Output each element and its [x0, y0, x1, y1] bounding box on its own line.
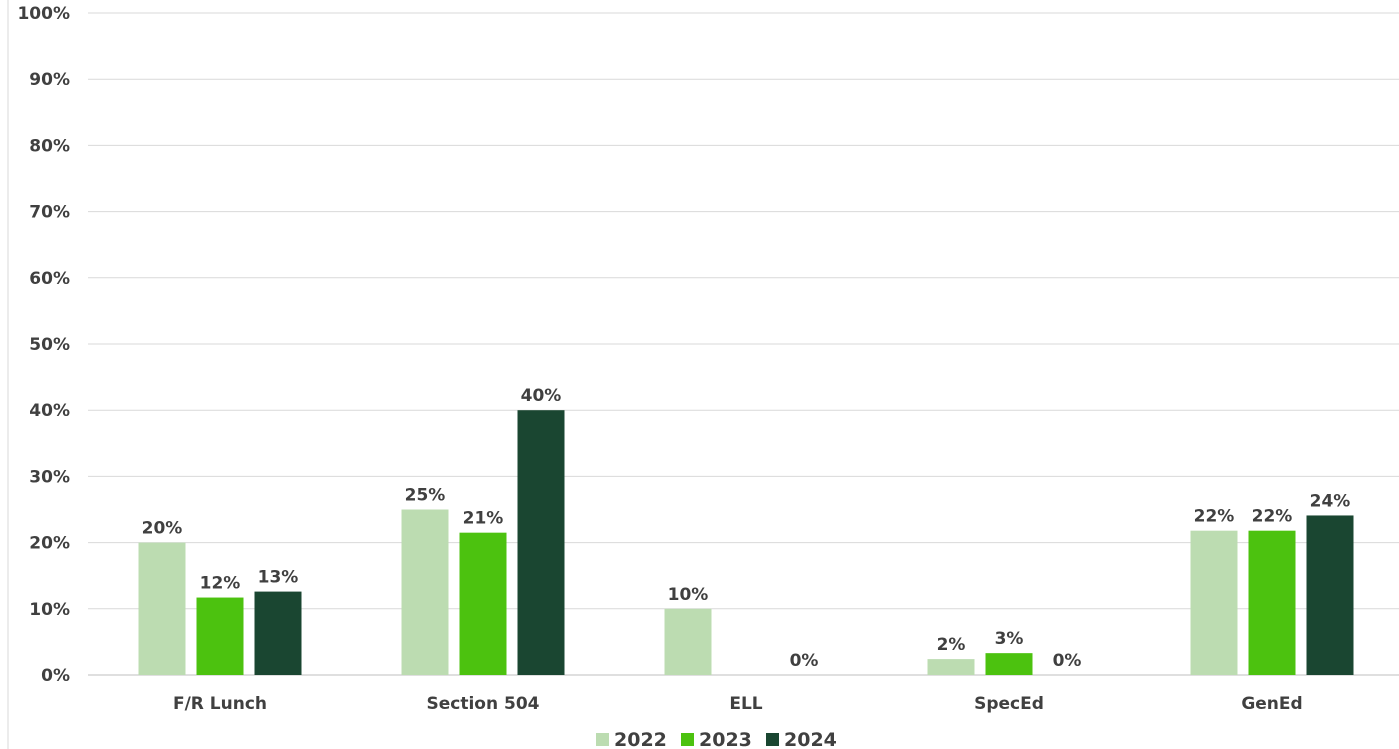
bar-2023-4: [1248, 530, 1296, 675]
y-tick-label: 0%: [41, 666, 70, 686]
y-tick-label: 60%: [29, 269, 70, 289]
data-label: 12%: [200, 574, 241, 594]
category-label: SpecEd: [974, 694, 1044, 714]
y-tick-label: 100%: [17, 4, 70, 24]
y-tick-label: 10%: [29, 600, 70, 620]
bar-2022-0: [138, 542, 186, 675]
bar-2022-4: [1190, 530, 1238, 675]
bar-2023-0: [196, 597, 244, 675]
category-label: GenEd: [1241, 694, 1302, 714]
bar-2022-2: [664, 608, 712, 675]
data-labels: 20% 25% 10% 2% 22% 12% 21% 3% 22% 13% 40% 0% 0% 24%: [142, 386, 1351, 671]
bar-2024-0: [254, 591, 302, 675]
data-label: 21%: [463, 509, 504, 529]
category-label: Section 504: [427, 694, 540, 714]
legend-label: 2022: [614, 729, 667, 749]
category-label: ELL: [729, 694, 762, 714]
y-tick-label: 80%: [29, 136, 70, 156]
bar-2023-3: [985, 653, 1033, 675]
data-label: 10%: [668, 585, 709, 605]
data-label: 40%: [521, 386, 562, 406]
y-tick-label: 50%: [29, 335, 70, 355]
bar-2023-1: [459, 532, 507, 675]
legend-swatch-2022: [596, 733, 609, 746]
data-label: 22%: [1252, 507, 1293, 527]
x-axis-category-labels: F/R Lunch Section 504 ELL SpecEd GenEd: [173, 694, 1303, 714]
legend-label: 2023: [699, 729, 752, 749]
gridlines: [88, 12, 1399, 676]
data-label: 24%: [1310, 491, 1351, 511]
bar-2024-4: [1306, 515, 1354, 675]
y-tick-label: 70%: [29, 203, 70, 223]
data-label: 20%: [142, 519, 183, 539]
bar-2022-3: [927, 659, 975, 675]
bar-2024-1: [517, 410, 565, 675]
legend-swatch-2023: [681, 733, 694, 746]
data-label: 13%: [258, 568, 299, 588]
data-label: 3%: [995, 629, 1024, 649]
legend: 2022 2023 2024: [596, 729, 837, 749]
data-label: 22%: [1194, 507, 1235, 527]
data-label: 0%: [790, 651, 819, 671]
data-label: 0%: [1053, 651, 1082, 671]
legend-swatch-2024: [766, 733, 779, 746]
category-label: F/R Lunch: [173, 694, 267, 714]
y-tick-label: 20%: [29, 534, 70, 554]
y-tick-label: 30%: [29, 467, 70, 487]
bars: [138, 410, 1354, 675]
y-tick-label: 90%: [29, 70, 70, 90]
y-tick-label: 40%: [29, 401, 70, 421]
data-label: 25%: [405, 486, 446, 506]
legend-label: 2024: [784, 729, 837, 749]
bar-2022-1: [401, 509, 449, 675]
y-axis-tick-labels: 0% 10% 20% 30% 40% 50% 60% 70% 80% 90% 100%: [17, 4, 70, 686]
data-label: 2%: [937, 635, 966, 655]
